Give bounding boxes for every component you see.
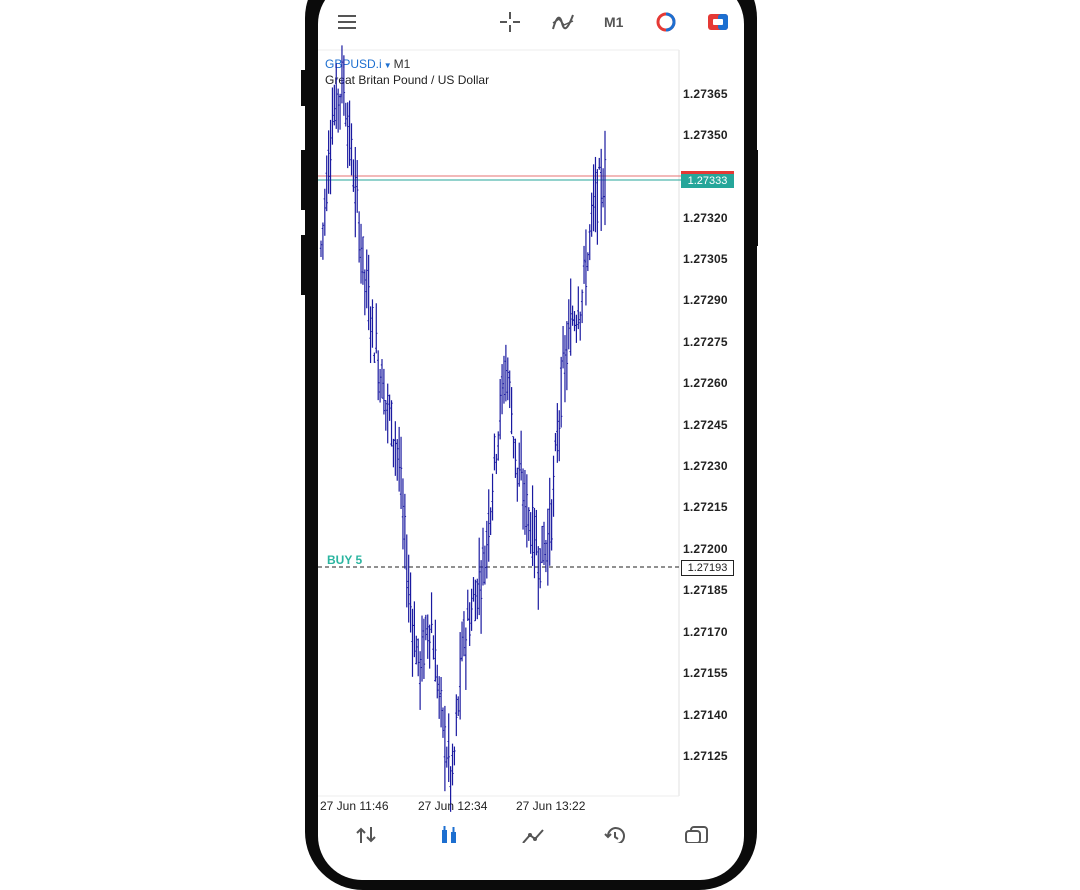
price-tick: 1.27185 — [683, 583, 728, 597]
hamburger-menu-icon[interactable] — [337, 14, 357, 35]
crosshair-icon[interactable] — [499, 11, 521, 38]
price-tick: 1.27155 — [683, 666, 728, 680]
phone-side-button — [752, 150, 758, 246]
price-tick: 1.27230 — [683, 459, 728, 473]
price-tick: 1.27125 — [683, 749, 728, 763]
time-tick: 27 Jun 12:34 — [418, 799, 488, 813]
order-price-label: 1.27193 — [681, 560, 734, 576]
symbol-description: Great Britan Pound / US Dollar — [325, 73, 490, 87]
symbol-header[interactable]: GBPUSD.i ▼ M1 — [325, 57, 410, 71]
chart-type-icon[interactable] — [655, 11, 677, 38]
messages-icon[interactable] — [685, 826, 709, 848]
symbol-name: GBPUSD.i — [325, 57, 382, 71]
timeframe-button[interactable]: M1 — [604, 14, 624, 30]
price-tick: 1.27170 — [683, 625, 728, 639]
price-tick: 1.27140 — [683, 708, 728, 722]
phone-screen — [318, 0, 744, 880]
price-tick: 1.27365 — [683, 87, 728, 101]
phone-side-button — [301, 150, 307, 210]
phone-side-button — [301, 235, 307, 295]
price-tick: 1.27275 — [683, 335, 728, 349]
price-tick: 1.27290 — [683, 293, 728, 307]
indicators-icon[interactable] — [551, 11, 575, 38]
price-tick: 1.27200 — [683, 542, 728, 556]
ask-price-marker — [681, 171, 734, 174]
quotes-icon[interactable] — [356, 826, 376, 848]
symbol-dropdown-icon: ▼ — [383, 61, 392, 70]
history-icon[interactable] — [604, 826, 626, 848]
price-tick: 1.27305 — [683, 252, 728, 266]
price-tick: 1.27350 — [683, 128, 728, 142]
price-tick: 1.27320 — [683, 211, 728, 225]
chart-icon[interactable] — [439, 826, 459, 848]
symbol-timeframe: M1 — [393, 57, 411, 71]
time-tick: 27 Jun 13:22 — [516, 799, 586, 813]
price-tick: 1.27245 — [683, 418, 728, 432]
order-line-label[interactable]: BUY 5 — [327, 553, 363, 567]
bid-price-label: 1.27333 — [681, 174, 734, 188]
phone-side-button — [301, 70, 307, 106]
trade-icon[interactable] — [707, 12, 729, 37]
time-tick: 27 Jun 11:46 — [320, 799, 389, 813]
trade-nav-icon[interactable] — [522, 826, 544, 848]
price-tick: 1.27215 — [683, 500, 728, 514]
price-tick: 1.27260 — [683, 376, 728, 390]
